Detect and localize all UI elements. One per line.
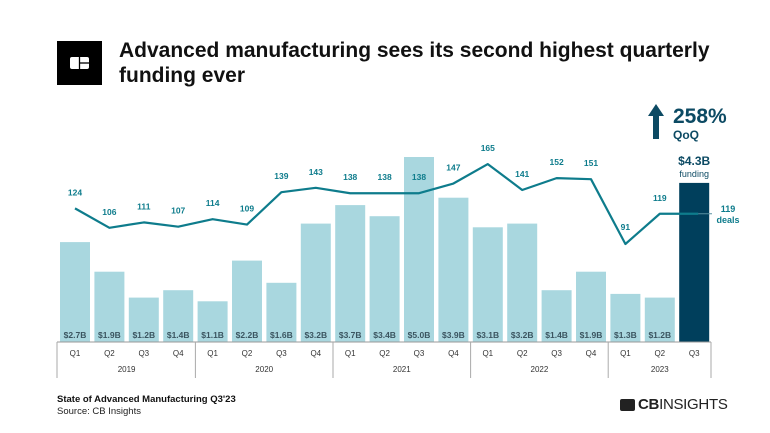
deals-label: 109: [240, 204, 254, 214]
brand-light: INSIGHTS: [659, 396, 728, 413]
quarter-tick-label: Q3: [689, 349, 700, 358]
brand-bold: CB: [638, 396, 660, 413]
funding-bar: [94, 271, 125, 342]
funding-bar: [472, 227, 503, 342]
funding-bar-label: $1.4B: [545, 330, 568, 340]
funding-bar: [335, 205, 366, 342]
quarter-tick-label: Q1: [345, 349, 356, 358]
quarter-tick-label: Q4: [310, 349, 321, 358]
funding-bar: [300, 223, 331, 342]
last-funding-caption: funding: [679, 169, 709, 179]
quarter-tick-label: Q4: [448, 349, 459, 358]
deals-label: 106: [102, 207, 116, 217]
deals-line: [74, 162, 699, 246]
funding-bar-label: $2.2B: [236, 330, 259, 340]
funding-bar: [610, 293, 641, 342]
funding-bar: [60, 242, 90, 342]
cb-insights-logo: CBINSIGHTS: [620, 396, 728, 413]
last-funding-value: $4.3B: [678, 154, 710, 168]
quarter-tick-label: Q1: [207, 349, 218, 358]
quarter-tick-label: Q1: [482, 349, 493, 358]
quarter-tick-label: Q2: [654, 349, 665, 358]
funding-bar: [232, 260, 262, 342]
funding-bar-label: $2.7B: [64, 330, 87, 340]
quarter-tick-label: Q2: [242, 349, 253, 358]
deals-label: 111: [137, 201, 151, 211]
funding-bar-label: $3.4B: [373, 330, 396, 340]
funding-bar: [404, 157, 434, 342]
last-deals-value: 119: [721, 204, 736, 214]
deals-label: 138: [378, 172, 392, 182]
deals-label: 91: [621, 222, 631, 232]
funding-bar-label: $3.7B: [339, 330, 362, 340]
source-note: Source: CB Insights: [57, 406, 141, 417]
funding-bar-label: $1.1B: [201, 330, 224, 340]
deals-label: 107: [171, 206, 185, 216]
funding-bar: [266, 282, 297, 342]
deals-label: 151: [584, 158, 598, 168]
report-name: State of Advanced Manufacturing Q3'23: [57, 394, 236, 405]
funding-bar-label: $1.2B: [648, 330, 671, 340]
chart-title: Advanced manufacturing sees its second h…: [119, 39, 710, 87]
funding-bar-label: $1.4B: [167, 330, 190, 340]
funding-bar: [541, 290, 572, 342]
quarter-tick-label: Q2: [379, 349, 390, 358]
up-arrow-icon: [648, 104, 664, 139]
funding-bar: [128, 297, 159, 342]
quarter-tick-label: Q3: [551, 349, 562, 358]
funding-bar-label: $1.2B: [132, 330, 155, 340]
deals-label: 124: [68, 187, 82, 197]
deals-label: 165: [481, 143, 495, 153]
deals-label: 138: [412, 172, 426, 182]
cb-logo-icon: [57, 41, 102, 85]
quarter-tick-label: Q3: [276, 349, 287, 358]
deals-label: 114: [206, 198, 220, 208]
deals-label: 143: [309, 167, 323, 177]
cb-logo-mark-icon: [620, 398, 635, 411]
quarter-tick-label: Q1: [70, 349, 81, 358]
funding-bar-label: $1.6B: [270, 330, 293, 340]
quarter-tick-label: Q3: [138, 349, 149, 358]
funding-bar-label: $3.1B: [476, 330, 499, 340]
year-label: 2020: [255, 365, 273, 374]
funding-bar-label: $1.3B: [614, 330, 637, 340]
funding-bar-label: $1.9B: [98, 330, 121, 340]
qoq-caption: QoQ: [673, 128, 699, 142]
quarter-tick-label: Q4: [586, 349, 597, 358]
quarter-tick-label: Q2: [517, 349, 528, 358]
deals-label: 119: [653, 193, 667, 203]
last-deals-caption: deals: [716, 215, 739, 225]
funding-bar: [369, 216, 400, 342]
funding-bar-label: $5.0B: [408, 330, 431, 340]
deals-label: 141: [515, 169, 529, 179]
year-label: 2021: [393, 365, 411, 374]
quarter-tick-label: Q4: [173, 349, 184, 358]
deals-label: 152: [550, 157, 564, 167]
quarter-tick-label: Q3: [414, 349, 425, 358]
funding-bar: [163, 290, 194, 342]
funding-bar: [644, 297, 675, 342]
funding-bar-label: $3.9B: [442, 330, 465, 340]
qoq-percent: 258%: [673, 105, 727, 128]
quarter-tick-label: Q1: [620, 349, 631, 358]
funding-bar-label: $1.9B: [580, 330, 603, 340]
deals-label: 147: [446, 163, 460, 173]
deals-label: 139: [274, 171, 288, 181]
year-label: 2019: [118, 365, 136, 374]
funding-bar-label: $3.2B: [304, 330, 327, 340]
funding-bar: [197, 301, 228, 342]
funding-bar: [679, 182, 710, 342]
year-label: 2023: [651, 365, 669, 374]
funding-bar: [507, 223, 538, 342]
quarter-tick-label: Q2: [104, 349, 115, 358]
funding-bar: [576, 271, 606, 342]
funding-bar: [438, 197, 469, 342]
year-label: 2022: [531, 365, 549, 374]
deals-label: 138: [343, 172, 357, 182]
funding-bar-label: $3.2B: [511, 330, 534, 340]
